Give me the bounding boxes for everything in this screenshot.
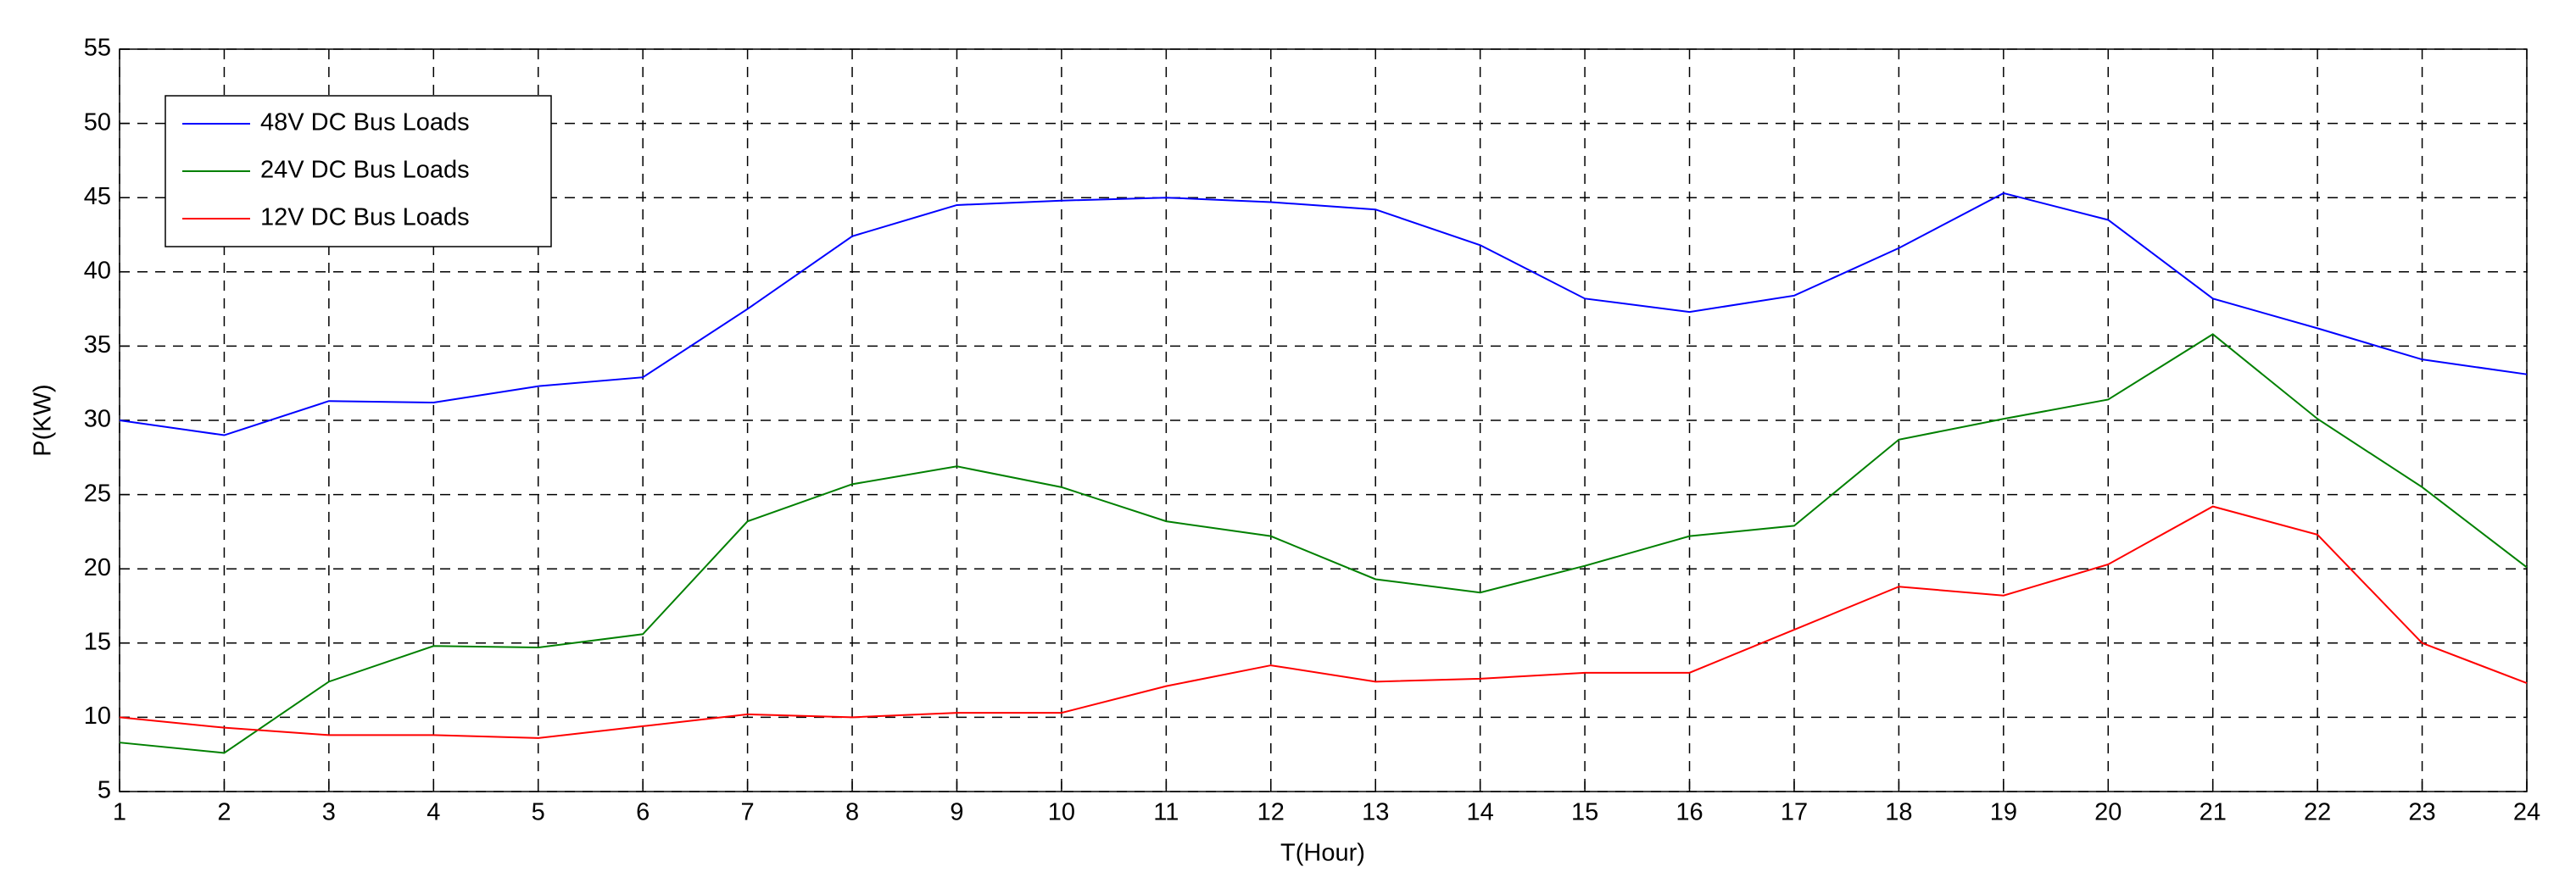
legend-label: 48V DC Bus Loads <box>260 109 470 136</box>
y-tick-label: 55 <box>84 35 111 62</box>
line-series <box>119 192 2528 436</box>
y-tick-label: 5 <box>98 777 111 804</box>
x-tick-label: 9 <box>950 799 963 826</box>
y-tick-label: 30 <box>84 406 111 433</box>
x-tick-label: 5 <box>532 799 545 826</box>
y-tick-label: 10 <box>84 703 111 730</box>
x-tick-label: 7 <box>741 799 755 826</box>
x-tick-label: 6 <box>636 799 650 826</box>
y-tick-label: 40 <box>84 257 111 284</box>
x-tick-label: 16 <box>1676 799 1703 826</box>
x-tick-label: 2 <box>217 799 231 826</box>
y-tick-label: 25 <box>84 480 111 507</box>
x-tick-label: 21 <box>2200 799 2227 826</box>
y-tick-label: 35 <box>84 331 111 358</box>
y-tick-label: 50 <box>84 108 111 136</box>
x-tick-label: 4 <box>427 799 440 826</box>
x-tick-label: 20 <box>2094 799 2122 826</box>
x-tick-label: 22 <box>2304 799 2331 826</box>
x-tick-label: 12 <box>1257 799 1285 826</box>
x-tick-label: 19 <box>1990 799 2017 826</box>
y-tick-label: 15 <box>84 628 111 655</box>
x-tick-label: 18 <box>1885 799 1912 826</box>
x-tick-label: 23 <box>2408 799 2435 826</box>
x-tick-label: 13 <box>1362 799 1389 826</box>
y-axis-label: P(KW) <box>30 384 57 456</box>
legend-label: 12V DC Bus Loads <box>260 204 470 231</box>
x-tick-label: 14 <box>1467 799 1494 826</box>
y-tick-label: 20 <box>84 554 111 581</box>
x-tick-label: 24 <box>2513 799 2540 826</box>
x-tick-label: 17 <box>1781 799 1808 826</box>
x-tick-label: 11 <box>1153 799 1179 826</box>
y-tick-label: 45 <box>84 183 111 210</box>
x-tick-label: 3 <box>322 799 336 826</box>
line-series <box>119 333 2528 754</box>
legend-label: 24V DC Bus Loads <box>260 157 470 184</box>
x-tick-label: 8 <box>845 799 859 826</box>
x-tick-label: 10 <box>1048 799 1075 826</box>
x-tick-label: 15 <box>1571 799 1598 826</box>
x-tick-label: 1 <box>113 799 126 826</box>
x-axis-label: T(Hour) <box>1280 840 1365 867</box>
line-series <box>119 505 2528 739</box>
